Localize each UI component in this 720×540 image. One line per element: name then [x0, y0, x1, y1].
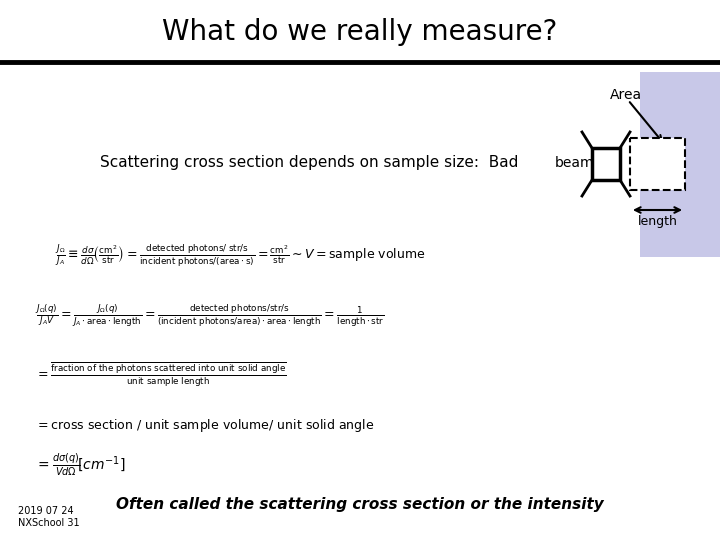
Text: Scattering cross section depends on sample size:  Bad: Scattering cross section depends on samp… [100, 156, 518, 171]
Text: $\frac{J_{\Omega}(q)}{J_{A}V} = \frac{J_{\Omega}(q)}{J_{A}\cdot\mathrm{area}\cdo: $\frac{J_{\Omega}(q)}{J_{A}V} = \frac{J_… [35, 302, 384, 328]
Text: $= \mathrm{cross\ section\ /\ unit\ sample\ volume/\ unit\ solid\ angle}$: $= \mathrm{cross\ section\ /\ unit\ samp… [35, 416, 374, 434]
Bar [640, 72, 720, 257]
Text: 2019 07 24
NXSchool 31: 2019 07 24 NXSchool 31 [18, 507, 80, 528]
Bar [630, 138, 685, 190]
Text: $\frac{J_{\Omega}}{J_{A}} \equiv \frac{d\sigma}{d\Omega}\!\left(\frac{\mathrm{cm: $\frac{J_{\Omega}}{J_{A}} \equiv \frac{d… [55, 242, 426, 268]
Text: Often called the scattering cross section or the intensity: Often called the scattering cross sectio… [116, 497, 604, 512]
Text: What do we really measure?: What do we really measure? [162, 18, 558, 46]
Text: $= \frac{\overline{\mathrm{fraction\ of\ the\ photons\ scattered\ into\ unit\ so: $= \frac{\overline{\mathrm{fraction\ of\… [35, 361, 287, 389]
Text: Area: Area [610, 88, 642, 102]
Bar [592, 148, 620, 180]
Text: $= \frac{d\sigma(q)}{Vd\Omega}\!\left[cm^{-1}\right]$: $= \frac{d\sigma(q)}{Vd\Omega}\!\left[cm… [35, 452, 126, 478]
Text: beam: beam [555, 156, 595, 170]
Text: length: length [638, 215, 678, 228]
